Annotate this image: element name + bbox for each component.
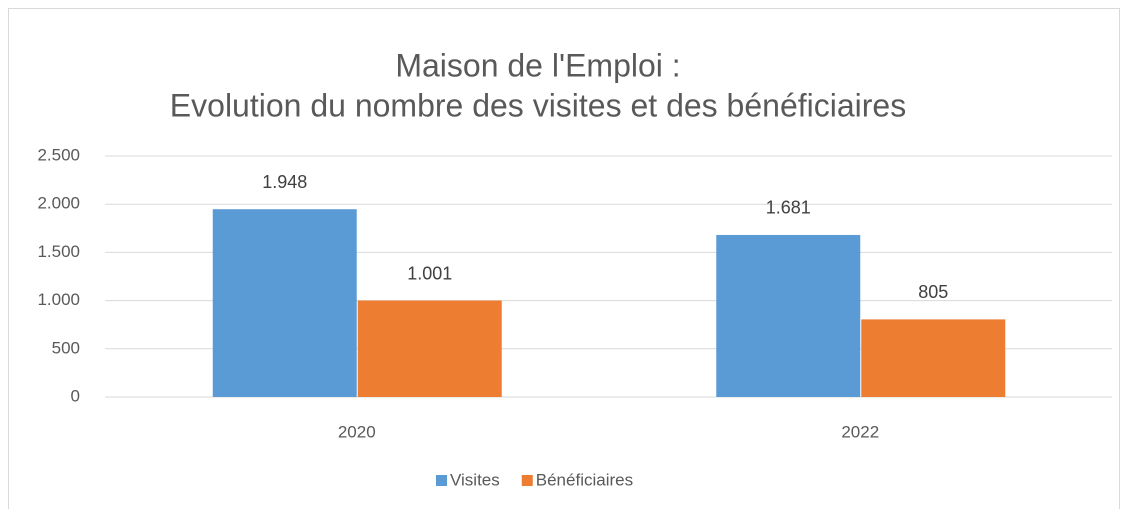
legend-label: Visites bbox=[450, 470, 500, 489]
bar bbox=[716, 234, 861, 397]
y-tick-label: 1.000 bbox=[37, 290, 80, 309]
y-tick-label: 2.000 bbox=[37, 194, 80, 213]
y-tick-label: 1.500 bbox=[37, 242, 80, 261]
bar bbox=[357, 300, 502, 397]
chart-title: Maison de l'Emploi : bbox=[395, 47, 680, 83]
legend-swatch bbox=[521, 475, 533, 486]
y-tick-label: 500 bbox=[52, 338, 80, 357]
legend-swatch bbox=[436, 475, 447, 486]
data-label: 805 bbox=[918, 282, 948, 302]
legend-label: Bénéficiaires bbox=[536, 470, 633, 489]
x-tick-label: 2022 bbox=[841, 422, 879, 441]
chart-frame bbox=[8, 8, 1120, 509]
data-label: 1.948 bbox=[262, 172, 307, 192]
y-tick-label: 0 bbox=[71, 386, 80, 405]
chart-title: Evolution du nombre des visites et des b… bbox=[170, 87, 906, 123]
y-tick-label: 2.500 bbox=[37, 145, 80, 164]
bar bbox=[212, 209, 357, 397]
data-label: 1.681 bbox=[766, 198, 811, 218]
data-label: 1.001 bbox=[407, 263, 452, 283]
x-tick-label: 2020 bbox=[338, 422, 376, 441]
bar bbox=[861, 319, 1006, 397]
